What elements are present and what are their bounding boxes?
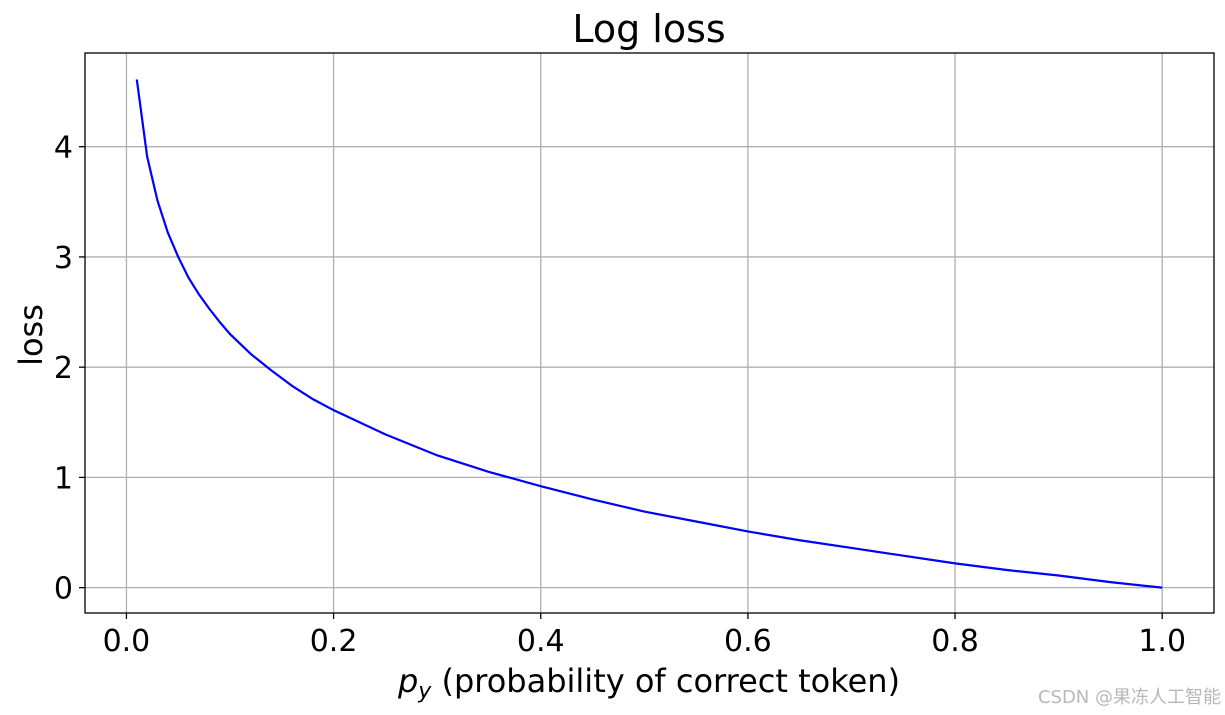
x-axis-label: py (probability of correct token) bbox=[397, 662, 900, 704]
y-tick-label: 1 bbox=[54, 461, 73, 496]
y-tick-label: 3 bbox=[54, 241, 73, 276]
chart-title: Log loss bbox=[572, 7, 725, 51]
x-axis-label-text: (probability of correct token) bbox=[431, 662, 900, 700]
plot-frame bbox=[84, 52, 1215, 614]
x-tick-label: 0.6 bbox=[724, 624, 772, 659]
x-axis-ticks: 0.0 0.2 0.4 0.6 0.8 1.0 bbox=[103, 613, 1186, 659]
series-line-log-loss bbox=[135, 79, 1163, 589]
x-axis-label-subscript: y bbox=[417, 679, 432, 704]
grid bbox=[85, 53, 1214, 613]
y-tick-label: 2 bbox=[54, 351, 73, 386]
y-tick-label: 0 bbox=[54, 572, 73, 607]
y-axis-ticks: 0 1 2 3 4 bbox=[54, 131, 85, 607]
x-tick-label: 0.8 bbox=[931, 624, 979, 659]
x-tick-label: 0.4 bbox=[517, 624, 565, 659]
x-axis-label-p: p bbox=[397, 662, 418, 700]
x-tick-label: 0.0 bbox=[103, 624, 151, 659]
watermark: CSDN @果冻人工智能 bbox=[1037, 687, 1221, 708]
y-tick-label: 4 bbox=[54, 131, 73, 166]
x-tick-label: 1.0 bbox=[1138, 624, 1186, 659]
x-tick-label: 0.2 bbox=[310, 624, 358, 659]
y-axis-label: loss bbox=[12, 304, 50, 366]
